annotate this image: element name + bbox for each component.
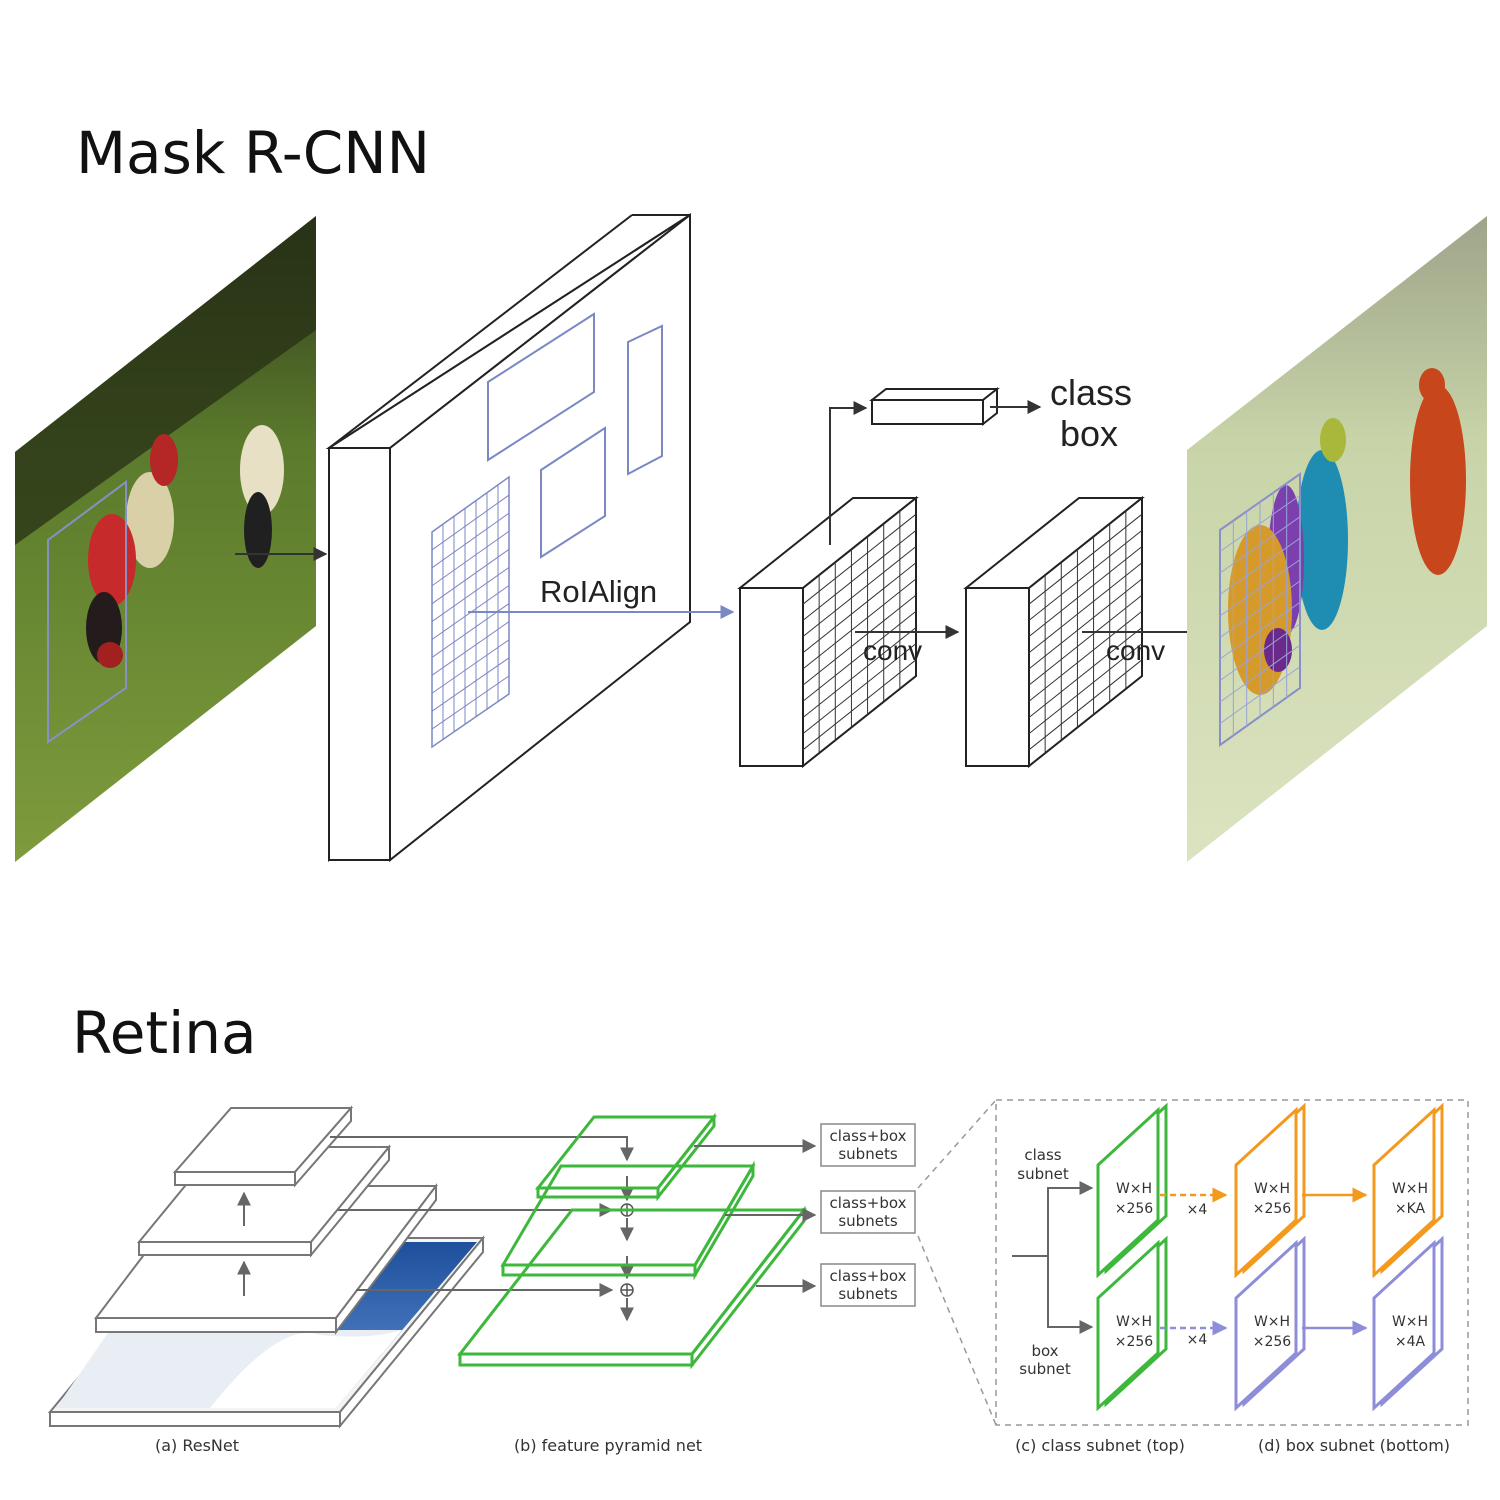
caption-class-subnet: (c) class subnet (top) <box>1015 1436 1185 1455</box>
output-mask-image <box>1187 216 1487 862</box>
roi-feature-block-1 <box>737 495 919 769</box>
box-subnet-input-block-label: W×H <box>1116 1314 1152 1330</box>
svg-text:subnets: subnets <box>838 1285 897 1303</box>
class-times4-label: ×4 <box>1187 1202 1208 1218</box>
retina-title: Retina <box>72 999 257 1067</box>
box-times4-label: ×4 <box>1187 1332 1208 1348</box>
caption-resnet: (a) ResNet <box>155 1436 239 1455</box>
caption-fpn: (b) feature pyramid net <box>514 1436 702 1455</box>
class-subnet-output-block-label: W×H <box>1392 1181 1428 1197</box>
svg-text:class+box: class+box <box>830 1267 907 1285</box>
roialign-label: RoIAlign <box>540 574 657 609</box>
fc-head-box <box>869 386 1000 427</box>
class-subnet-input-block-label: ×256 <box>1115 1201 1154 1217</box>
mask-rcnn-title: Mask R-CNN <box>76 119 430 187</box>
conv-label-2: conv <box>1106 635 1165 666</box>
class-subnet-hidden-block-label: W×H <box>1254 1181 1290 1197</box>
feature-pyramid <box>456 1112 808 1370</box>
subnet-box-2: class+box subnets <box>820 1190 916 1234</box>
class-subnet-hidden-block-label: ×256 <box>1253 1201 1292 1217</box>
caption-box-subnet: (d) box subnet (bottom) <box>1258 1436 1450 1455</box>
merge-nodes <box>620 1203 634 1297</box>
backbone-feature-map <box>325 212 691 863</box>
pyramid-to-subnets <box>694 1139 817 1293</box>
input-bbox <box>47 480 127 744</box>
box-subnet-output-block-label: ×4A <box>1395 1334 1426 1350</box>
class-subnet-label-2: subnet <box>1017 1165 1069 1183</box>
subnet-box-3: class+box subnets <box>820 1263 916 1307</box>
class-subnet-output-block: W×H ×KA <box>1372 1102 1444 1279</box>
box-subnet-input-block-label: ×256 <box>1115 1334 1154 1350</box>
class-subnet-input-block: W×H ×256 <box>1096 1102 1168 1279</box>
box-subnet-label-1: box <box>1031 1342 1058 1360</box>
svg-text:class+box: class+box <box>830 1127 907 1145</box>
svg-text:subnets: subnets <box>838 1212 897 1230</box>
box-subnet-label-2: subnet <box>1019 1360 1071 1378</box>
box-subnet-hidden-block-label: ×256 <box>1253 1334 1292 1350</box>
box-subnet-output-block-label: W×H <box>1392 1314 1428 1330</box>
input-image <box>15 216 316 862</box>
resnet-backbone <box>47 1105 486 1429</box>
conv-label-1: conv <box>863 635 922 666</box>
box-subnet-hidden-block: W×H ×256 <box>1234 1235 1306 1412</box>
subnet-split-arrows <box>1012 1181 1094 1334</box>
class-subnet-hidden-block: W×H ×256 <box>1234 1102 1306 1279</box>
class-subnet-output-block-label: ×KA <box>1395 1201 1426 1217</box>
head-box-label: box <box>1060 413 1118 454</box>
box-subnet-input-block: W×H ×256 <box>1096 1235 1168 1412</box>
class-subnet-label-1: class <box>1024 1146 1061 1164</box>
box-subnet-hidden-block-label: W×H <box>1254 1314 1290 1330</box>
head-class-label: class <box>1050 372 1132 413</box>
svg-text:subnets: subnets <box>838 1145 897 1163</box>
box-subnet-output-block: W×H ×4A <box>1372 1235 1444 1412</box>
svg-text:class+box: class+box <box>830 1194 907 1212</box>
class-subnet-input-block-label: W×H <box>1116 1181 1152 1197</box>
head-branch-arrow <box>829 401 868 545</box>
subnet-detail-frame <box>917 1099 1469 1426</box>
subnet-box-1: class+box subnets <box>820 1123 916 1167</box>
